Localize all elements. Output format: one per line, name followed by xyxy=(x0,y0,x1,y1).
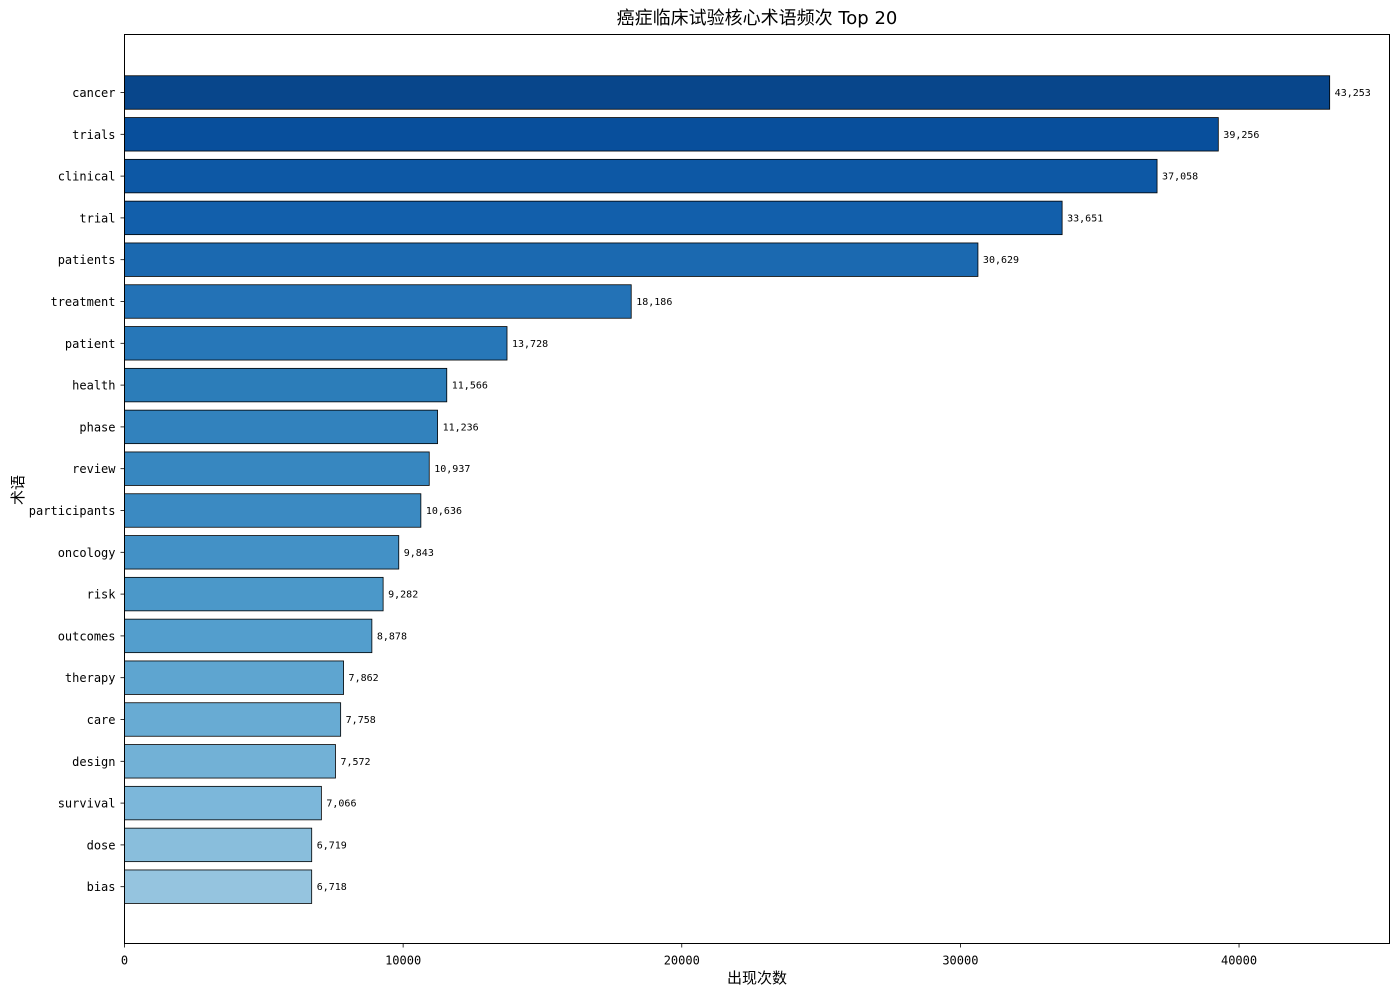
y-tick-label-risk: risk xyxy=(87,588,117,602)
bar-trials xyxy=(124,117,1219,152)
y-tick-label-care: care xyxy=(87,713,116,727)
plot-frame xyxy=(124,34,1390,944)
y-tick-label-clinical: clinical xyxy=(58,170,116,184)
bar-dose xyxy=(124,827,313,863)
bar-phase xyxy=(124,409,438,445)
bar-risk xyxy=(124,576,384,612)
value-label-care: 7,758 xyxy=(346,715,376,726)
bar-health xyxy=(124,367,448,403)
y-tick-label-phase: phase xyxy=(79,420,115,434)
y-tick-label-review: review xyxy=(72,462,116,476)
value-label-health: 11,566 xyxy=(452,381,488,392)
value-labels-layer: 43,253 39,256 37,058 33,651 30,629 18,186 13,7… xyxy=(317,88,1371,893)
y-tick-label-bias: bias xyxy=(87,880,116,894)
chart-title: 癌症临床试验核心术语频次 Top 20 xyxy=(616,8,898,29)
y-tick-label-health: health xyxy=(72,379,115,393)
bar-oncology xyxy=(124,535,400,570)
value-label-patients: 30,629 xyxy=(983,255,1019,266)
bars-layer xyxy=(124,75,1331,904)
y-tick-label-dose: dose xyxy=(87,838,116,852)
value-label-patient: 13,728 xyxy=(512,339,548,350)
x-tick-label: 40000 xyxy=(1221,954,1257,968)
y-axis-ticks: cancer trials clinical trial patients treatme… xyxy=(29,86,125,894)
bar-design xyxy=(124,744,336,779)
y-tick-label-patients: patients xyxy=(58,253,116,267)
x-tick-label: 10000 xyxy=(385,954,421,968)
x-axis-ticks: 0 10000 20000 30000 40000 xyxy=(121,943,1257,968)
x-tick-label: 30000 xyxy=(942,954,978,968)
y-tick-label-outcomes: outcomes xyxy=(58,629,116,643)
value-label-trials: 39,256 xyxy=(1223,130,1259,141)
y-tick-label-therapy: therapy xyxy=(65,671,116,685)
y-tick-label-treatment: treatment xyxy=(50,295,115,309)
value-label-trial: 33,651 xyxy=(1067,213,1103,224)
y-tick-label-design: design xyxy=(72,755,115,769)
bar-treatment xyxy=(124,284,632,319)
bar-review xyxy=(124,451,430,486)
x-tick-label: 20000 xyxy=(664,954,700,968)
value-label-bias: 6,718 xyxy=(317,882,347,893)
y-axis-label: 术语 xyxy=(9,474,27,506)
bar-bias xyxy=(124,869,313,904)
value-label-therapy: 7,862 xyxy=(349,673,379,684)
value-label-survival: 7,066 xyxy=(326,799,356,810)
bar-survival xyxy=(124,785,322,821)
bar-therapy xyxy=(124,660,344,695)
bar-cancer xyxy=(124,75,1331,110)
y-tick-label-cancer: cancer xyxy=(72,86,115,100)
value-label-treatment: 18,186 xyxy=(636,297,672,308)
value-label-review: 10,937 xyxy=(434,464,470,475)
value-label-oncology: 9,843 xyxy=(404,548,434,559)
value-label-phase: 11,236 xyxy=(443,422,479,433)
bar-clinical xyxy=(124,158,1158,194)
y-tick-label-trials: trials xyxy=(72,128,115,142)
y-tick-label-survival: survival xyxy=(58,797,116,811)
bar-patients xyxy=(124,242,979,277)
value-label-design: 7,572 xyxy=(340,757,370,768)
value-label-participants: 10,636 xyxy=(426,506,462,517)
y-tick-label-trial: trial xyxy=(79,211,115,225)
value-label-outcomes: 8,878 xyxy=(377,631,407,642)
x-tick-label: 0 xyxy=(121,954,128,968)
value-label-cancer: 43,253 xyxy=(1335,88,1371,99)
y-tick-label-patient: patient xyxy=(65,337,116,351)
x-axis-label: 出现次数 xyxy=(726,969,787,987)
bar-care xyxy=(124,702,342,737)
bar-participants xyxy=(124,493,422,528)
value-label-clinical: 37,058 xyxy=(1162,172,1198,183)
bar-trial xyxy=(124,200,1063,236)
bar-patient xyxy=(124,326,508,361)
bar-outcomes xyxy=(124,618,373,654)
y-tick-label-participants: participants xyxy=(29,504,116,518)
value-label-risk: 9,282 xyxy=(388,590,418,601)
y-tick-label-oncology: oncology xyxy=(58,546,116,560)
value-label-dose: 6,719 xyxy=(317,840,347,851)
